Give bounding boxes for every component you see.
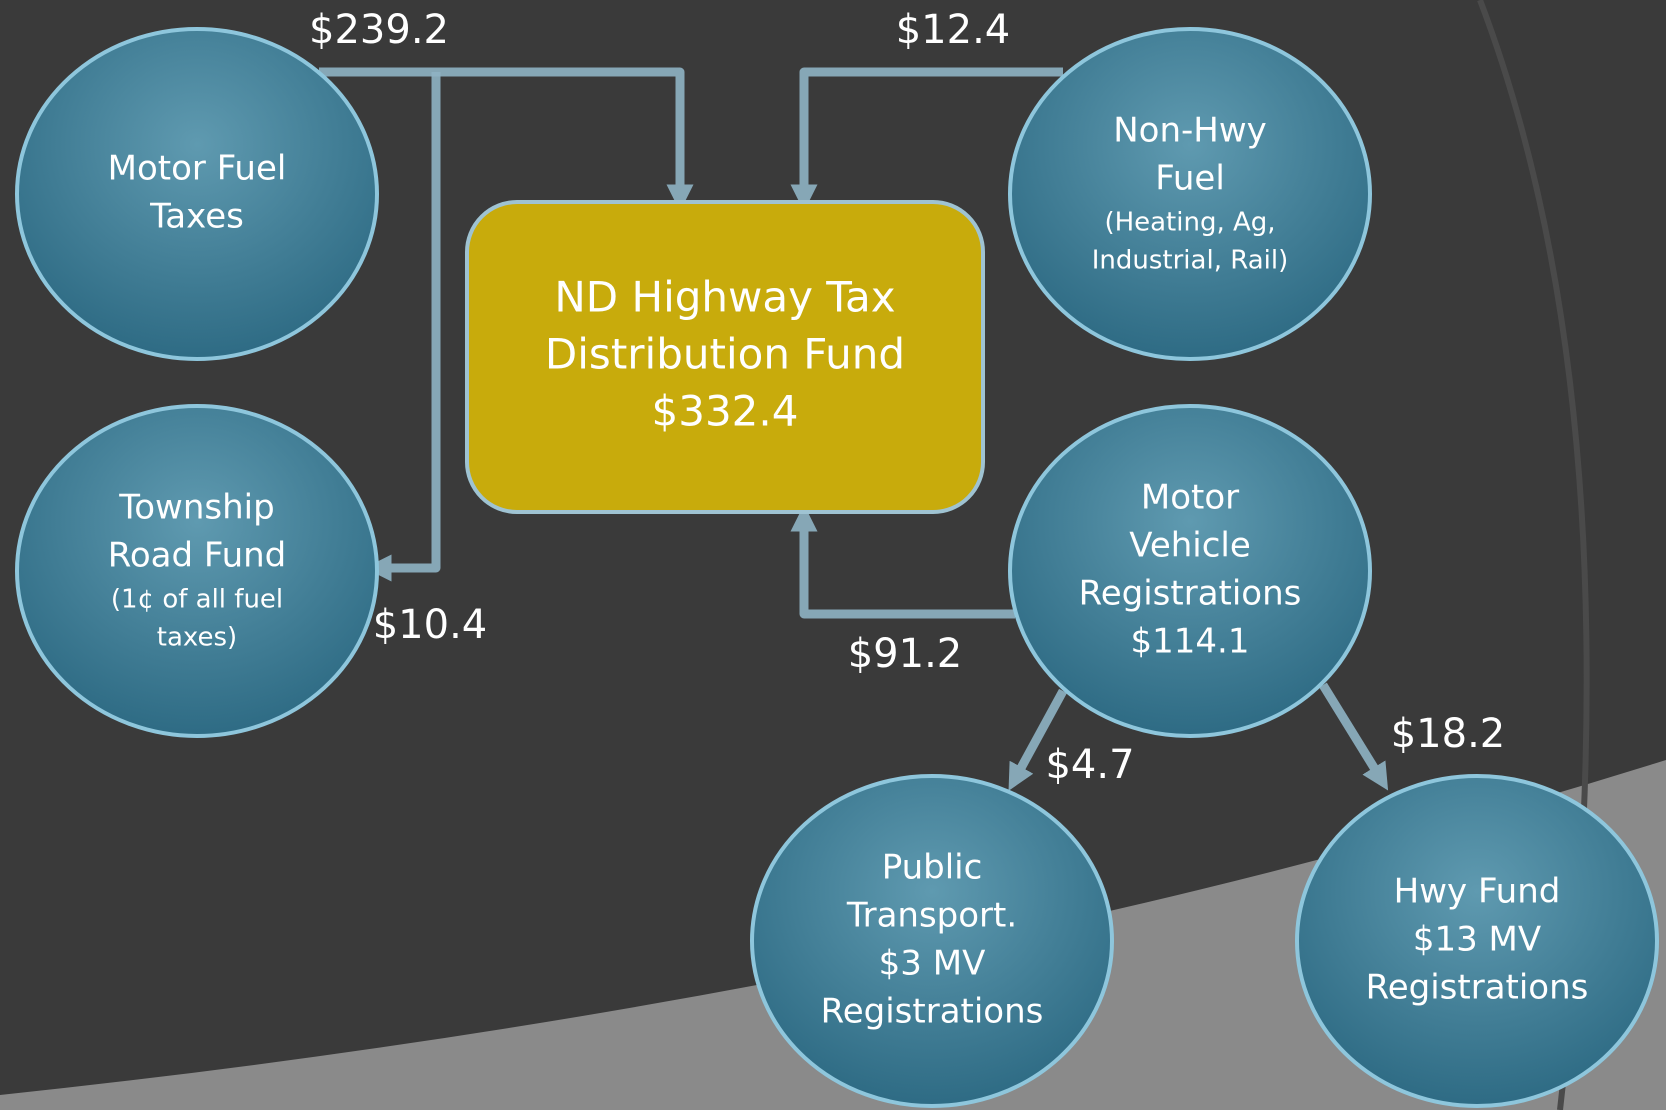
arrow [1319,682,1389,791]
node-note: (1¢ of all fuel [111,585,283,615]
node-label: Taxes [149,197,244,237]
node-label: Vehicle [1129,526,1251,566]
node-circle [750,774,1114,1108]
flow-label: $91.2 [848,631,963,677]
flow-label: $18.2 [1391,711,1506,757]
node-note: Industrial, Rail) [1092,246,1289,276]
background-swoosh [0,760,1666,1110]
arrow [1008,688,1067,791]
node-label: Public [882,848,983,888]
node-label: Township [118,488,274,528]
node-label: Fuel [1155,159,1225,199]
node-circle [1008,404,1372,738]
node-label: Motor Fuel [108,149,287,189]
node-label: $114.1 [1131,622,1250,662]
connectors [319,67,1389,791]
flow-label: $10.4 [373,602,488,648]
node-label: $3 MV [879,944,986,984]
flow-label: $4.7 [1045,742,1134,788]
node-circle [15,27,379,361]
node-label: Road Fund [108,536,287,576]
node-label: $332.4 [652,387,799,436]
node-label: Registrations [821,992,1044,1032]
node-label: Transport. [846,896,1017,936]
node-label: $13 MV [1413,920,1541,960]
fund-box [465,200,985,514]
flow-label: $239.2 [309,7,449,53]
node-label: Registrations [1079,574,1302,614]
node-label: Hwy Fund [1394,872,1561,912]
node-note: taxes) [157,623,237,653]
node-circle [1295,774,1659,1108]
node-circle [1008,27,1372,361]
arrow [790,67,1063,212]
node-note: (Heating, Ag, [1104,208,1275,238]
arrow [790,504,1015,619]
flow-label: $12.4 [896,7,1011,53]
node-label: Motor [1141,478,1239,518]
node-label: Non-Hwy [1113,111,1267,151]
node-label: Distribution Fund [545,330,905,379]
arrow [364,72,441,582]
node-label: Registrations [1366,968,1589,1008]
node-label: ND Highway Tax [554,273,895,322]
node-circle [15,404,379,738]
